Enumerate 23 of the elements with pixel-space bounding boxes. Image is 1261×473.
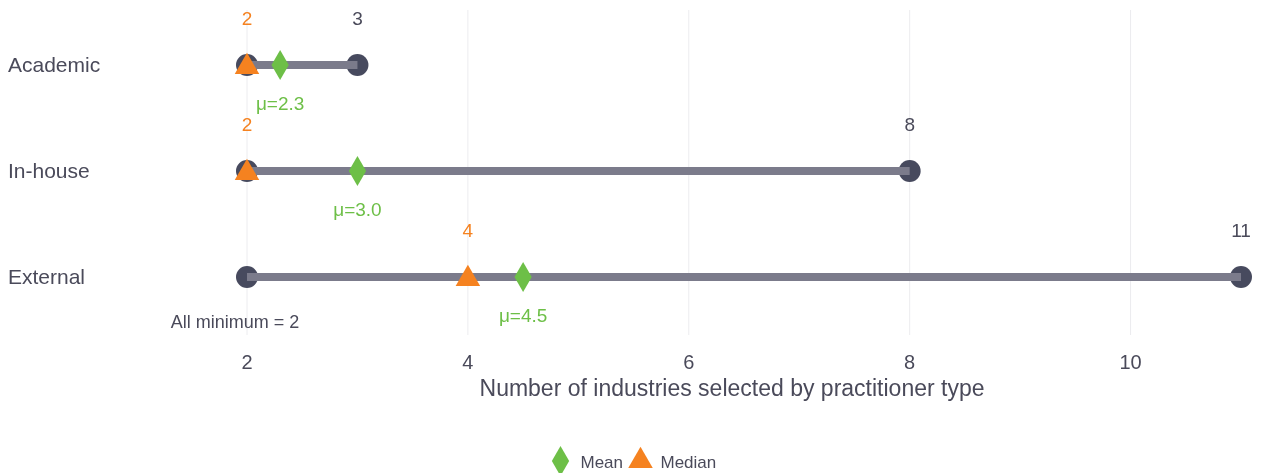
- data-label: 11: [1231, 220, 1251, 241]
- data-label: 2: [241, 114, 253, 135]
- annotation: All minimum = 2: [170, 312, 300, 332]
- x-tick-label: 6: [683, 351, 695, 373]
- y-tick-label: Academic: [8, 53, 101, 76]
- data-label: 8: [904, 114, 915, 135]
- x-tick-label: 8: [904, 351, 916, 373]
- x-axis-title: Number of industries selected by practitioner type: [479, 375, 985, 401]
- data-label: 3: [352, 8, 363, 29]
- data-label: 2: [241, 8, 253, 29]
- y-tick-label: External: [8, 265, 86, 288]
- x-tick-label: 4: [462, 351, 474, 373]
- point: [455, 264, 481, 287]
- x-tick-label: 2: [241, 351, 253, 373]
- legend-label: Mean: [580, 453, 624, 472]
- data-label: μ=4.5: [498, 305, 548, 326]
- data-label: 4: [462, 220, 474, 241]
- x-tick-label: 10: [1119, 351, 1142, 373]
- data-label: μ=2.3: [255, 93, 305, 114]
- bar: [247, 273, 1241, 281]
- legend-label: Median: [660, 453, 717, 472]
- y-tick-label: In-house: [8, 159, 90, 182]
- data-label: μ=3.0: [333, 199, 382, 220]
